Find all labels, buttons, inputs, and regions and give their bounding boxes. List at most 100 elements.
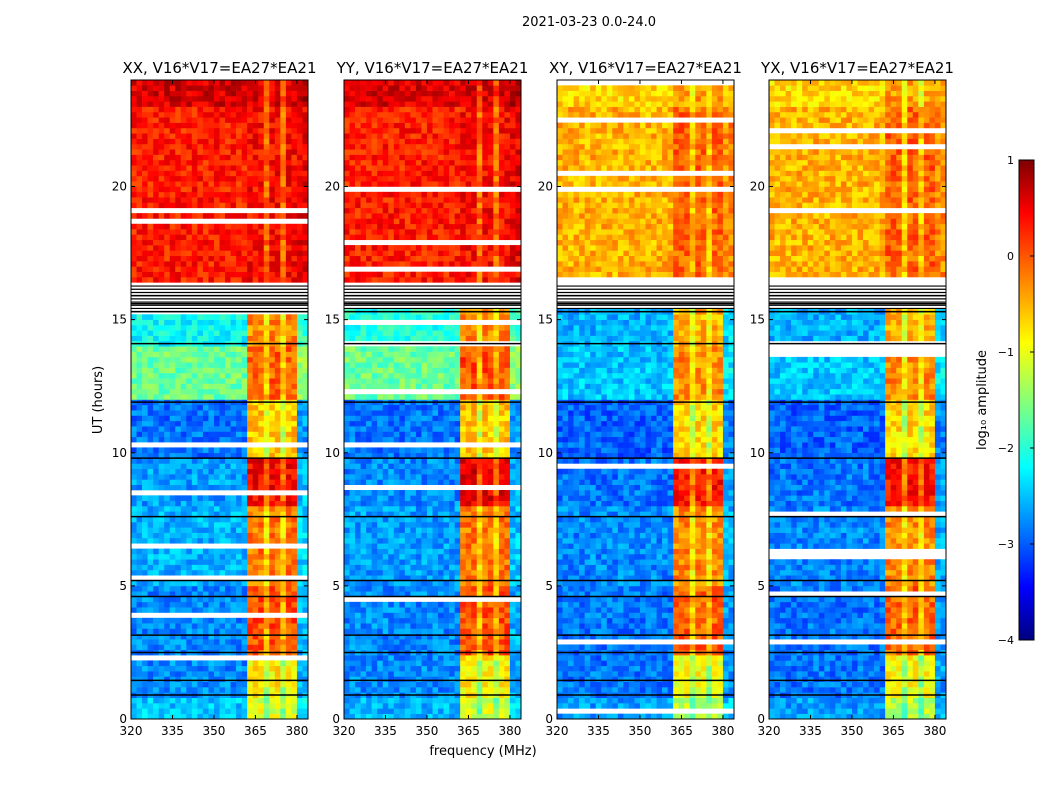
heatmap-cell [302,346,308,352]
heatmap-cell [208,85,214,91]
heatmap-cell [148,160,154,166]
heatmap-cell [208,458,214,464]
heatmap-cell [350,708,356,714]
heatmap-cell [181,117,187,123]
heatmap-cell [159,202,165,208]
heatmap-cell [460,517,466,523]
heatmap-cell [153,314,159,320]
heatmap-cell [253,144,259,150]
heatmap-cell [394,501,400,507]
heatmap-cell [236,447,242,453]
heatmap-cell [220,522,226,528]
heatmap-cell [388,623,394,629]
heatmap-cell [515,463,521,469]
heatmap-cell [175,607,181,613]
heatmap-cell [142,165,148,171]
heatmap-cell [427,479,433,485]
heatmap-cell [231,415,237,421]
heatmap-cell [275,447,281,453]
heatmap-cell [186,128,192,134]
heatmap-cell [236,549,242,555]
heatmap-cell [247,389,253,395]
heatmap-cell [220,628,226,634]
heatmap-cell [142,687,148,693]
heatmap-cell [482,655,488,661]
heatmap-cell [269,368,275,374]
heatmap-cell [236,421,242,427]
heatmap-cell [231,224,237,230]
heatmap-cell [175,368,181,374]
heatmap-cell [405,623,411,629]
heatmap-cell [131,644,137,650]
heatmap-cell [208,325,214,331]
heatmap-cell [242,91,248,97]
heatmap-cell [275,479,281,485]
heatmap-cell [142,474,148,480]
heatmap-cell [142,368,148,374]
heatmap-cell [355,495,361,501]
heatmap-cell [142,107,148,113]
heatmap-cell [220,176,226,182]
heatmap-cell [164,325,170,331]
heatmap-cell [181,682,187,688]
heatmap-cell [197,447,203,453]
heatmap-cell [433,495,439,501]
heatmap-cell [264,368,270,374]
heatmap-cell [477,506,483,512]
heatmap-cell [444,676,450,682]
heatmap-cell [220,431,226,437]
heatmap-cell [148,639,154,645]
heatmap-cell [280,410,286,416]
heatmap-cell [280,352,286,358]
heatmap-cell [220,256,226,262]
heatmap-cell [269,256,275,262]
heatmap-cell [192,330,198,336]
heatmap-cell [344,623,350,629]
heatmap-cell [466,474,472,480]
heatmap-cell [361,698,367,704]
heatmap-cell [444,581,450,587]
heatmap-cell [159,187,165,193]
heatmap-cell [455,517,461,523]
heatmap-cell [170,85,176,91]
heatmap-cell [280,101,286,107]
heatmap-cell [148,660,154,666]
heatmap-cell [258,676,264,682]
heatmap-cell [482,559,488,565]
heatmap-cell [460,549,466,555]
heatmap-cell [421,607,427,613]
heatmap-cell [399,660,405,666]
heatmap-cell [236,671,242,677]
heatmap-cell [455,479,461,485]
heatmap-cell [264,362,270,368]
heatmap-cell [297,117,303,123]
heatmap-cell [410,522,416,528]
heatmap-cell [231,426,237,432]
heatmap-cell [286,160,292,166]
heatmap-cell [192,160,198,166]
heatmap-cell [286,474,292,480]
heatmap-cell [175,410,181,416]
heatmap-cell [131,586,137,592]
heatmap-cell [208,533,214,539]
heatmap-cell [510,676,516,682]
heatmap-cell [159,431,165,437]
heatmap-cell [410,703,416,709]
heatmap-cell [258,202,264,208]
heatmap-cells [131,80,308,719]
heatmap-cell [137,437,143,443]
heatmap-cell [175,714,181,720]
heatmap-cell [159,155,165,161]
heatmap-cell [377,469,383,475]
heatmap-cell [372,522,378,528]
heatmap-cell [275,517,281,523]
heatmap-cell [164,202,170,208]
heatmap-cell [220,117,226,123]
heatmap-cell [186,336,192,342]
heatmap-cell [192,405,198,411]
heatmap-cell [203,320,209,326]
heatmap-cell [444,501,450,507]
heatmap-cell [220,352,226,358]
heatmap-cell [192,245,198,251]
heatmap-cell [247,160,253,166]
